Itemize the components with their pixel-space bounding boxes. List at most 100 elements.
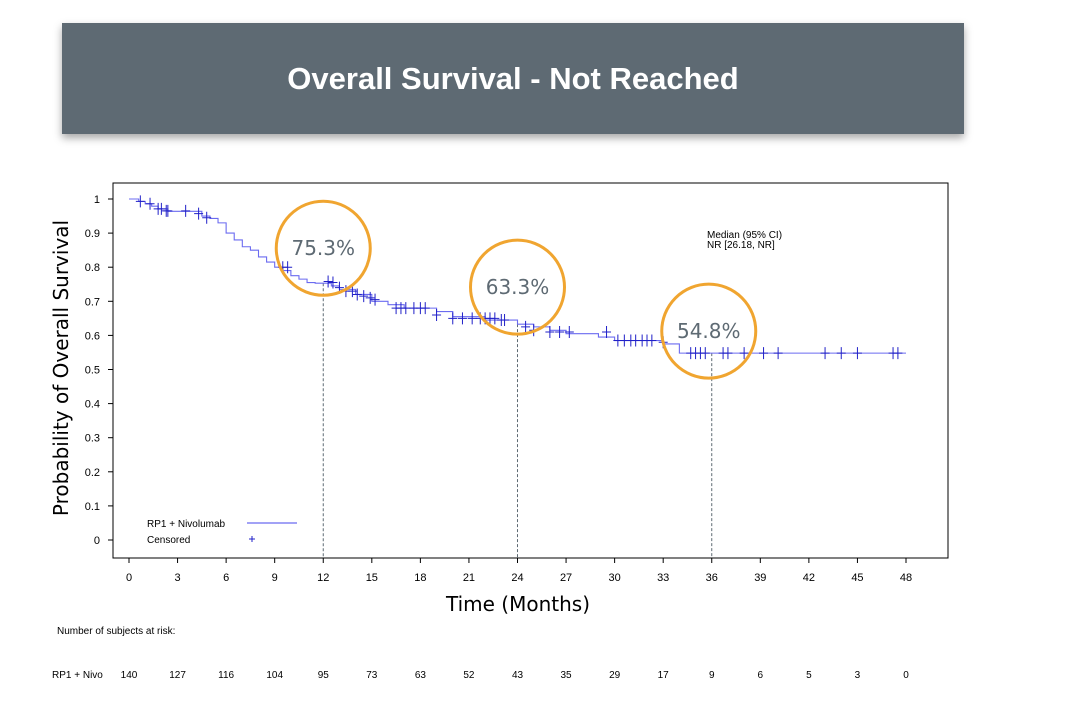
annotation-circle	[274, 199, 372, 297]
risk-value: 52	[463, 670, 475, 681]
risk-value: 3	[855, 670, 861, 681]
censor-mark	[739, 347, 749, 360]
legend-plus-marker	[249, 536, 255, 542]
risk-value: 5	[806, 670, 812, 681]
x-axis-title: Time (Months)	[445, 592, 590, 616]
y-tick-label: 0.1	[85, 501, 100, 513]
survival-curve	[129, 198, 906, 354]
censor-mark	[448, 312, 458, 325]
risk-value: 63	[415, 670, 427, 681]
x-tick-label: 15	[366, 572, 378, 584]
x-tick-label: 21	[463, 572, 475, 584]
censor-layer	[135, 195, 903, 360]
censor-mark	[647, 334, 657, 347]
annotation-label: 75.3%	[291, 236, 355, 260]
y-tick-label: 0.9	[85, 228, 100, 240]
censor-mark	[352, 288, 362, 301]
censor-mark	[323, 275, 333, 288]
y-tick-label: 0.6	[85, 330, 100, 342]
risk-value: 116	[218, 670, 234, 681]
censor-mark	[773, 347, 783, 360]
x-tick-label: 36	[706, 572, 718, 584]
censor-mark	[457, 312, 467, 325]
censor-mark	[545, 325, 555, 338]
x-tick-label: 12	[317, 572, 329, 584]
x-tick-label: 39	[754, 572, 766, 584]
risk-value: 35	[561, 670, 573, 681]
series-layer	[129, 198, 906, 354]
y-tick-label: 0.3	[85, 433, 100, 445]
median-value: NR [26.18, NR]	[707, 240, 775, 251]
censor-mark	[156, 202, 166, 215]
censor-mark	[145, 197, 155, 210]
annotation-circle	[660, 282, 758, 380]
x-tick-label: 24	[511, 572, 523, 584]
y-tick-label: 0.8	[85, 262, 100, 274]
censor-mark	[820, 347, 830, 360]
risk-value: 6	[758, 670, 764, 681]
censor-mark	[500, 314, 510, 327]
risk-value: 9	[709, 670, 715, 681]
x-tick-label: 0	[126, 572, 132, 584]
annotation-label: 63.3%	[486, 275, 550, 299]
censor-mark	[365, 291, 375, 304]
risk-value: 43	[512, 670, 524, 681]
censor-mark	[893, 347, 903, 360]
y-tick-label: 0	[94, 535, 100, 547]
x-tick-label: 9	[272, 572, 278, 584]
plot-frame	[112, 182, 949, 559]
y-tick-label: 1	[94, 194, 100, 206]
censor-mark	[163, 204, 173, 217]
risk-value: 127	[169, 670, 186, 681]
censor-mark	[555, 325, 565, 338]
y-axis-title: Probability of Overall Survival	[49, 220, 73, 516]
censor-mark	[836, 347, 846, 360]
y-tick-label: 0.4	[85, 399, 100, 411]
risk-value: 95	[318, 670, 330, 681]
censor-mark	[420, 302, 430, 315]
censor-mark	[467, 312, 477, 325]
censor-mark	[521, 320, 531, 333]
censor-mark	[432, 308, 442, 321]
x-tick-label: 27	[560, 572, 572, 584]
x-tick-label: 45	[851, 572, 863, 584]
censor-mark	[723, 347, 733, 360]
annotation-label: 54.8%	[677, 319, 741, 343]
y-tick-label: 0.5	[85, 365, 100, 377]
y-tick-label: 0.2	[85, 467, 100, 479]
x-tick-label: 42	[803, 572, 815, 584]
x-tick-label: 30	[609, 572, 621, 584]
reference-lines	[322, 283, 713, 558]
risk-row-label: RP1 + Nivo	[52, 670, 103, 681]
y-axis: 0 0.1 0.2 0.3 0.4 0.5 0.6 0.7 0.8 0.9 1	[85, 194, 113, 547]
legend-label-series: RP1 + Nivolumab	[147, 519, 226, 530]
risk-table-title: Number of subjects at risk:	[57, 626, 175, 637]
x-tick-label: 48	[900, 572, 912, 584]
censor-mark	[283, 261, 293, 274]
annotation-layer: 75.3% 63.3% 54.8%	[274, 199, 758, 380]
risk-value: 104	[266, 670, 283, 681]
censor-mark	[564, 325, 574, 338]
legend: RP1 + Nivolumab Censored	[147, 519, 297, 546]
x-tick-label: 18	[414, 572, 426, 584]
censor-mark	[202, 211, 212, 224]
x-axis: 0 3 6 9 12 15 18 21 24 27 30 33 36 39 42 45 48	[126, 558, 912, 584]
censor-mark	[852, 347, 862, 360]
median-label: Median (95% CI)	[707, 230, 782, 241]
censor-mark	[347, 285, 357, 298]
censor-mark	[602, 325, 612, 338]
risk-table: Number of subjects at risk: RP1 + Nivo 1…	[52, 626, 909, 681]
risk-value: 140	[121, 670, 138, 681]
annotation-circle	[469, 238, 566, 336]
censor-mark	[759, 347, 769, 360]
censor-mark	[401, 302, 411, 315]
x-tick-label: 33	[657, 572, 669, 584]
censor-mark	[700, 347, 710, 360]
risk-value: 0	[903, 670, 909, 681]
median-text: Median (95% CI) NR [26.18, NR]	[707, 230, 782, 251]
censor-mark	[370, 293, 380, 306]
censor-mark	[181, 204, 191, 217]
title-banner: Overall Survival - Not Reached	[62, 23, 964, 134]
censor-mark	[194, 207, 204, 220]
